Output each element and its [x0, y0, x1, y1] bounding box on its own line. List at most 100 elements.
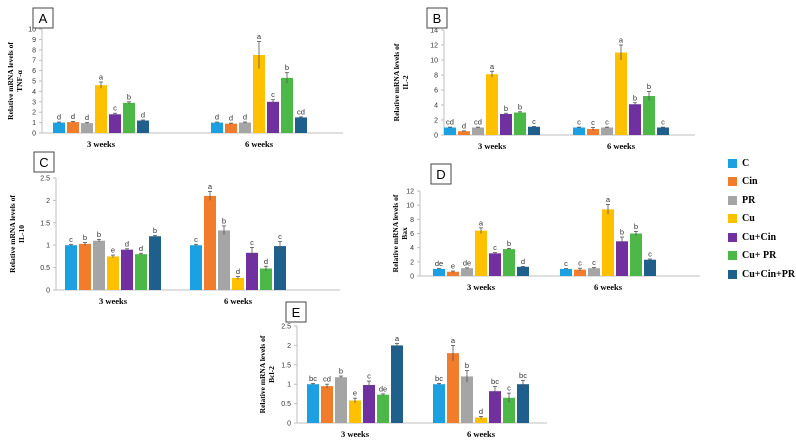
significance-letter: c — [250, 238, 254, 247]
bar-c-6-weeks — [211, 122, 223, 133]
bar-cu-cin-pr-6-weeks — [657, 127, 669, 135]
significance-letter: a — [451, 336, 456, 345]
significance-letter: d — [243, 113, 247, 122]
significance-letter: d — [139, 244, 143, 253]
bar-cin-6-weeks — [587, 129, 599, 135]
significance-letter: bc — [435, 374, 443, 383]
legend-swatch — [728, 214, 737, 224]
y-tick-label: 0 — [46, 288, 50, 295]
significance-letter: a — [619, 36, 624, 45]
bar-cu-cin-pr-6-weeks — [644, 259, 656, 276]
x-category-label: 3 weeks — [99, 296, 128, 306]
bar-c-3-weeks — [444, 127, 456, 135]
bar-c-6-weeks — [433, 384, 445, 423]
bar-cu-3-weeks — [349, 400, 361, 423]
bar-cu-cin-pr-6-weeks — [295, 117, 307, 133]
bar-cin-3-weeks — [321, 386, 333, 423]
bar-cu-cin-pr-3-weeks — [528, 126, 540, 135]
y-tick-label: 0.5 — [40, 265, 50, 272]
bar-cu-pr-6-weeks — [503, 397, 515, 423]
significance-letter: cd — [323, 375, 331, 384]
significance-letter: d — [71, 112, 75, 121]
significance-letter: c — [578, 259, 582, 268]
bar-cu-pr-3-weeks — [514, 112, 526, 135]
bar-cu-cin-pr-3-weeks — [517, 266, 529, 276]
bar-c-6-weeks — [560, 268, 572, 276]
significance-letter: e — [353, 389, 357, 398]
bar-cu-pr-3-weeks — [123, 102, 135, 133]
x-category-label: 6 weeks — [607, 141, 636, 151]
significance-letter: b — [127, 92, 131, 101]
y-axis-title: Relative mRNA levels ofTNF-α — [6, 42, 24, 120]
y-tick-label: 4 — [434, 103, 438, 110]
bar-cu-6-weeks — [475, 417, 487, 423]
significance-letter: c — [271, 90, 275, 99]
bar-cin-6-weeks — [225, 123, 237, 133]
chart-panel-b: 0 2 4 6 8 10 12 14 Relative mRNA levels ofIL-2 Bc… — [392, 7, 695, 151]
significance-letter: c — [493, 243, 497, 252]
significance-letter: b — [285, 63, 289, 72]
significance-letter: c — [564, 259, 568, 268]
panel-label: D — [436, 167, 445, 182]
bar-c-3-weeks — [433, 268, 445, 276]
y-axis-title: Relative mRNA levels ofBax — [391, 194, 409, 272]
y-tick-label: 2 — [46, 198, 50, 205]
chart-panel-e: 0 0.5 1 1.5 2 2.5 Relative mRNA levels ofBcl-2… — [258, 301, 547, 439]
significance-letter: b — [153, 226, 157, 235]
legend-item: C — [728, 154, 795, 173]
legend-label: Cu+ PR — [742, 250, 777, 262]
bar-cin-3-weeks — [67, 122, 79, 133]
bar-pr-3-weeks — [93, 240, 105, 290]
significance-letter: e — [451, 262, 455, 271]
bar-pr-6-weeks — [218, 230, 230, 290]
bar-cu-6-weeks — [232, 277, 244, 290]
legend-swatch — [728, 195, 737, 205]
bar-cu-cin-3-weeks — [363, 384, 375, 423]
significance-letter: bc — [519, 371, 527, 380]
y-tick-label: 6 — [434, 88, 438, 95]
significance-letter: c — [591, 118, 595, 127]
significance-letter: bc — [491, 377, 499, 386]
bar-pr-6-weeks — [461, 376, 473, 423]
y-tick-label: 2 — [32, 110, 36, 117]
significance-letter: b — [633, 93, 637, 102]
bar-c-6-weeks — [573, 127, 585, 135]
significance-letter: d — [229, 114, 233, 123]
significance-letter: a — [395, 334, 400, 343]
y-axis-title: Relative mRNA levels ofIL-2 — [392, 43, 410, 121]
y-tick-label: 12 — [406, 189, 414, 196]
significance-letter: a — [490, 62, 495, 71]
y-tick-label: 0.5 — [281, 401, 291, 408]
y-axis-title: Relative mRNA levels ofBcl-2 — [258, 335, 276, 413]
panel-label-box — [33, 151, 55, 173]
y-tick-label: 2 — [434, 118, 438, 125]
bar-cu-3-weeks — [95, 85, 107, 133]
panel-label-box — [285, 301, 307, 323]
y-tick-label: 4 — [32, 89, 36, 96]
bar-cu-cin-3-weeks — [500, 114, 512, 135]
bar-cu-cin-pr-3-weeks — [137, 120, 149, 133]
x-category-label: 3 weeks — [87, 139, 116, 149]
bar-cu-pr-6-weeks — [281, 77, 293, 133]
panel-label: E — [292, 305, 301, 320]
y-tick-label: 1.5 — [40, 220, 50, 227]
legend-item: Cu+Cin+PR — [728, 265, 795, 284]
legend-label: Cu+Cin — [742, 231, 777, 243]
bar-c-6-weeks — [190, 245, 202, 290]
panel-label-box — [426, 7, 448, 29]
bar-c-3-weeks — [307, 384, 319, 423]
x-category-label: 6 weeks — [245, 139, 274, 149]
y-tick-label: 6 — [410, 231, 414, 238]
bar-pr-3-weeks — [335, 377, 347, 423]
bar-pr-3-weeks — [461, 268, 473, 276]
bar-cu-pr-6-weeks — [630, 233, 642, 276]
y-tick-label: 1 — [287, 382, 291, 389]
significance-letter: d — [57, 113, 61, 122]
y-tick-label: 5 — [32, 79, 36, 86]
bar-cin-3-weeks — [79, 243, 91, 290]
significance-letter: a — [257, 32, 262, 41]
y-tick-label: 14 — [430, 28, 438, 35]
significance-letter: b — [222, 216, 226, 225]
bar-cu-cin-pr-3-weeks — [391, 345, 403, 423]
